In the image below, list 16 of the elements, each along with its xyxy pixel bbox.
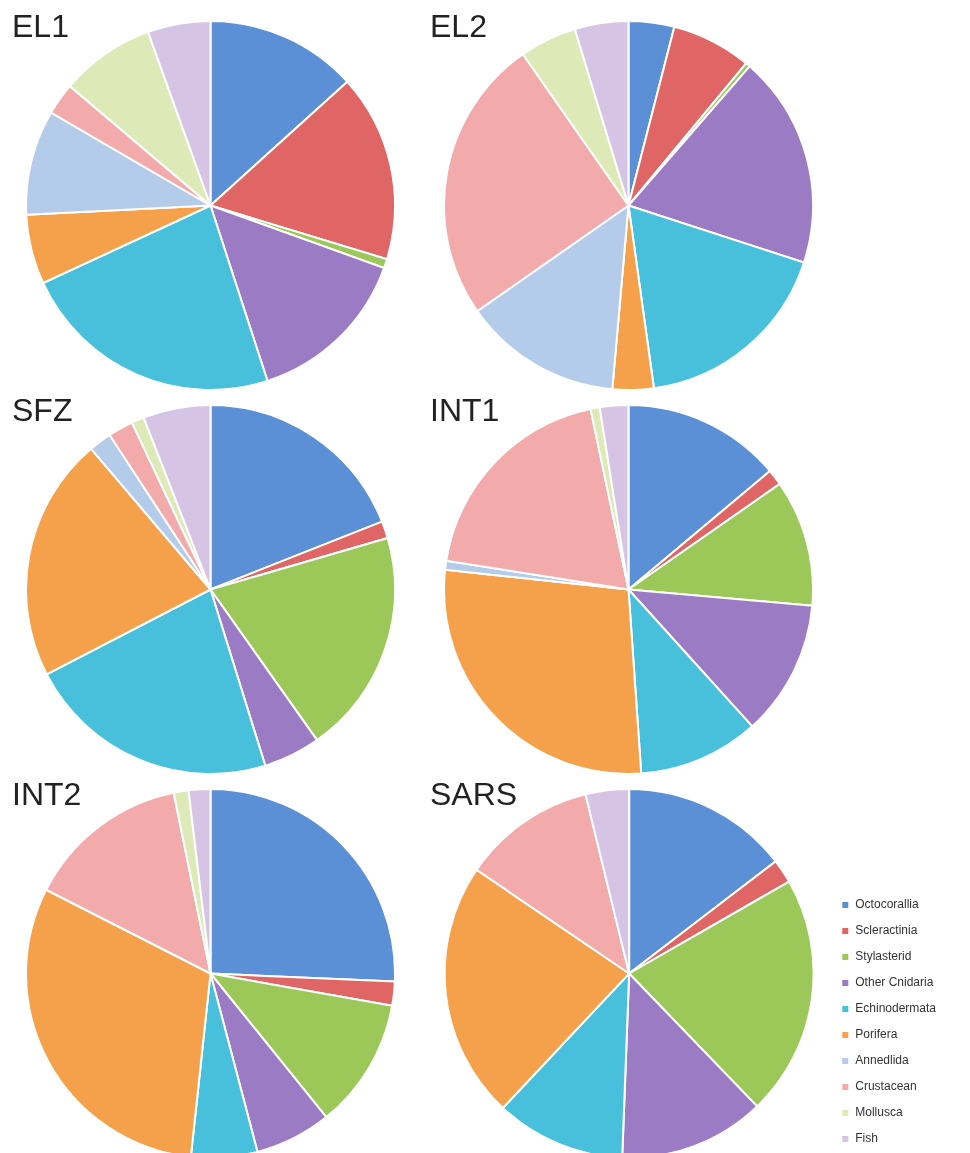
legend-label: Annedlida	[855, 1053, 909, 1068]
chart-title: EL2	[430, 8, 487, 45]
legend-label: Fish	[855, 1131, 878, 1146]
legend-label: Porifera	[855, 1027, 898, 1042]
legend-label: Scleractinia	[855, 923, 918, 938]
chart-title: SFZ	[12, 392, 73, 429]
legend-label: Other Cnidaria	[855, 975, 934, 990]
chart-title: SARS	[430, 776, 518, 813]
legend-label: Mollusca	[855, 1105, 903, 1120]
legend-label: Stylasterid	[855, 949, 912, 964]
legend-label: Echinodermata	[855, 1001, 937, 1016]
chart-title: INT2	[12, 776, 82, 813]
legend-label: Crustacean	[855, 1079, 917, 1094]
chart-title: EL1	[12, 8, 69, 45]
legend-label: Octocorallia	[855, 897, 919, 912]
chart-title: INT1	[430, 392, 500, 429]
